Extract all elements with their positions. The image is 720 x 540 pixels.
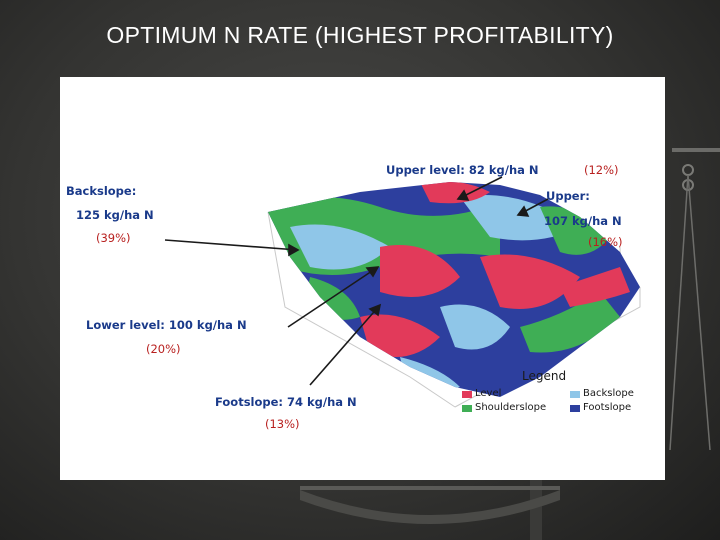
upper-label: Upper: [546, 189, 590, 203]
upper-percent: (16%) [588, 235, 623, 249]
footslope-label: Footslope: 74 kg/ha N [215, 395, 357, 409]
landscape-diagram: Backslope: 125 kg/ha N (39%) Upper level… [60, 77, 665, 480]
upper-level-label: Upper level: 82 kg/ha N [386, 163, 539, 177]
legend-swatch-backslope [570, 391, 580, 398]
legend-item-footslope: Footslope [583, 402, 632, 413]
legend-title: Legend [522, 369, 567, 383]
backslope-percent: (39%) [96, 231, 131, 245]
legend-item-backslope: Backslope [583, 388, 634, 399]
lower-level-label: Lower level: 100 kg/ha N [86, 318, 247, 332]
backslope-rate: 125 kg/ha N [76, 208, 154, 222]
upper-level-percent: (12%) [584, 163, 619, 177]
callout-arrows [164, 176, 549, 386]
slope-position-surface [268, 182, 640, 397]
legend-item-level: Level [475, 388, 502, 399]
legend-item-shoulderslope: Shoulderslope [475, 402, 547, 413]
lower-level-percent: (20%) [146, 342, 181, 356]
legend-swatch-level [462, 391, 472, 398]
legend-swatch-shoulderslope [462, 405, 472, 412]
slide-title: OPTIMUM N RATE (HIGHEST PROFITABILITY) [106, 22, 614, 48]
footslope-percent: (13%) [265, 417, 300, 431]
backslope-label: Backslope: [66, 184, 137, 198]
upper-rate: 107 kg/ha N [544, 214, 622, 228]
terrain-map [164, 176, 641, 408]
legend-swatch-footslope [570, 405, 580, 412]
